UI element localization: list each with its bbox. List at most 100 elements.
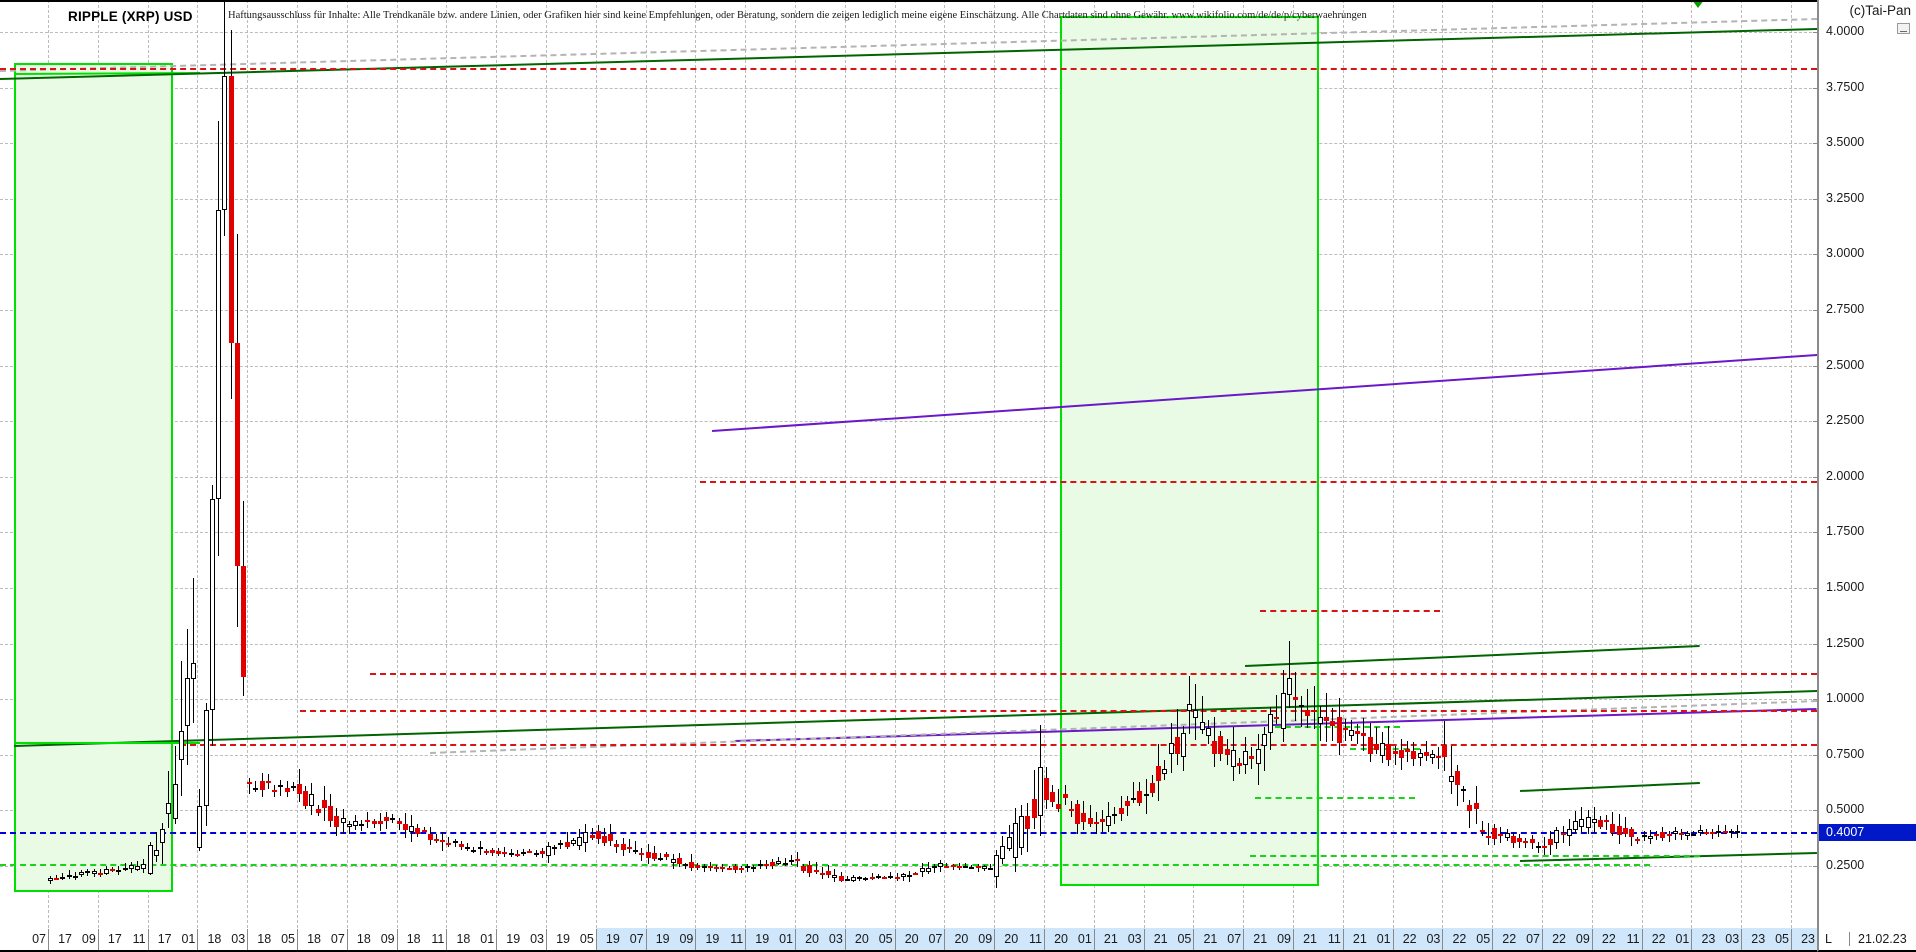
page-title: RIPPLE (XRP) USD xyxy=(68,9,193,24)
candle-body xyxy=(377,820,383,824)
time-axis-label-year: 22 xyxy=(1651,932,1666,946)
candle-body xyxy=(1330,721,1336,727)
time-axis-label-month: 09 xyxy=(978,932,993,946)
candle-wick xyxy=(1089,804,1091,827)
candle-wick xyxy=(1394,746,1396,766)
candle-body xyxy=(633,849,639,852)
candle-body xyxy=(1542,845,1547,848)
chart-plot-area[interactable] xyxy=(0,0,1817,928)
candle-body xyxy=(888,875,894,878)
candle-body xyxy=(1734,831,1740,834)
candle-wick xyxy=(348,821,350,835)
candle-body xyxy=(1317,717,1323,724)
candle-body xyxy=(707,865,713,868)
time-axis-label-month: 09 xyxy=(1575,932,1590,946)
time-axis-label-year: 20 xyxy=(805,932,819,946)
candle-wick xyxy=(1730,828,1732,839)
price-tick xyxy=(1813,143,1819,145)
candle-body xyxy=(1112,813,1118,816)
candle-wick xyxy=(1344,719,1346,742)
candle-body xyxy=(994,854,1000,877)
candle-body xyxy=(907,874,913,878)
candle-body xyxy=(1591,819,1597,824)
candle-body xyxy=(153,850,159,856)
candle-body xyxy=(166,803,172,815)
price-tick xyxy=(1813,643,1819,645)
candle-wick xyxy=(566,832,568,850)
time-axis-label-year: 20 xyxy=(1054,932,1068,946)
minimize-icon[interactable] xyxy=(1897,23,1910,34)
time-axis-label-year: 18 xyxy=(456,932,471,946)
time-axis-label-month: 07 xyxy=(1227,932,1242,946)
time-axis-label-year: 21 xyxy=(1153,932,1168,946)
candle-body xyxy=(402,824,408,830)
candle-body xyxy=(1342,728,1348,731)
time-axis-separator xyxy=(1691,929,1693,950)
candlestick-series xyxy=(48,0,1740,888)
candle-body xyxy=(471,850,477,853)
current-price-line xyxy=(0,832,1817,835)
candle-body xyxy=(502,852,508,855)
candle-body xyxy=(1293,697,1298,701)
candle-body xyxy=(1373,743,1379,750)
candle-wick xyxy=(1450,745,1452,795)
time-axis-label-month: 01 xyxy=(779,932,793,946)
price-axis-label: 1.2500 xyxy=(1826,635,1865,650)
candle-body xyxy=(1436,755,1442,758)
time-axis-label-year: 17 xyxy=(58,932,72,946)
candle-body xyxy=(1106,816,1112,826)
time-axis-label-month: 03 xyxy=(1725,932,1740,946)
candle-body xyxy=(1529,838,1535,844)
price-tick xyxy=(1813,87,1819,89)
time-axis-separator xyxy=(297,929,298,950)
candle-wick xyxy=(529,848,531,853)
candle-wick xyxy=(1407,740,1409,763)
candle-wick xyxy=(1693,830,1695,837)
candle-body xyxy=(726,867,732,870)
candle-body xyxy=(1274,716,1280,720)
candle-body xyxy=(247,782,253,785)
candle-body xyxy=(1517,837,1523,842)
candle-wick xyxy=(1295,671,1296,721)
candle-body xyxy=(546,846,551,856)
candle-body xyxy=(595,831,601,839)
candle-body xyxy=(1255,748,1261,764)
price-tick xyxy=(1813,866,1819,867)
time-axis-separator xyxy=(1542,929,1543,950)
candle-body xyxy=(290,785,296,789)
candle-body xyxy=(1062,794,1068,799)
time-axis-label-month: 03 xyxy=(1426,932,1441,946)
time-axis-label-month: 11 xyxy=(1327,932,1341,946)
time-axis-label-month: 03 xyxy=(828,932,843,946)
green-triangle-marker xyxy=(1692,0,1704,8)
candle-wick xyxy=(1313,685,1315,730)
candle-body xyxy=(465,846,471,849)
candle-body xyxy=(427,833,433,840)
time-axis-separator xyxy=(1492,929,1494,950)
price-axis-label: 3.7500 xyxy=(1826,79,1865,94)
candle-wick xyxy=(965,862,967,868)
candle-body xyxy=(1137,790,1143,803)
time-axis-label-month: 01 xyxy=(1675,932,1690,946)
candle-body xyxy=(1423,751,1429,757)
time-axis-separator xyxy=(1093,929,1095,950)
candle-body xyxy=(682,864,688,867)
candle-body xyxy=(446,843,452,846)
price-axis[interactable]: (c)Tai-Pan 4.0000 3.7500 3.5000 3.2500 3.000… xyxy=(1813,0,1916,928)
candle-body xyxy=(1504,833,1510,839)
candle-body xyxy=(1168,743,1174,754)
time-axis-label-year: 19 xyxy=(755,932,770,946)
time-axis-label-month: 05 xyxy=(1177,932,1192,946)
time-axis[interactable]: 07 17 09 17 11 17 01 18 03 18 05 18 07 18 09 18 11 18 01 19… xyxy=(0,928,1817,952)
candle-body xyxy=(253,787,259,790)
candle-body xyxy=(1691,833,1697,836)
candle-wick xyxy=(927,861,929,874)
candle-body xyxy=(1124,800,1130,807)
candle-body xyxy=(1025,816,1031,830)
candle-body xyxy=(147,845,153,874)
price-tick xyxy=(1813,32,1819,33)
candle-wick xyxy=(591,828,593,840)
candle-body xyxy=(1336,717,1342,743)
candle-wick xyxy=(890,871,892,879)
candle-body xyxy=(645,851,651,859)
